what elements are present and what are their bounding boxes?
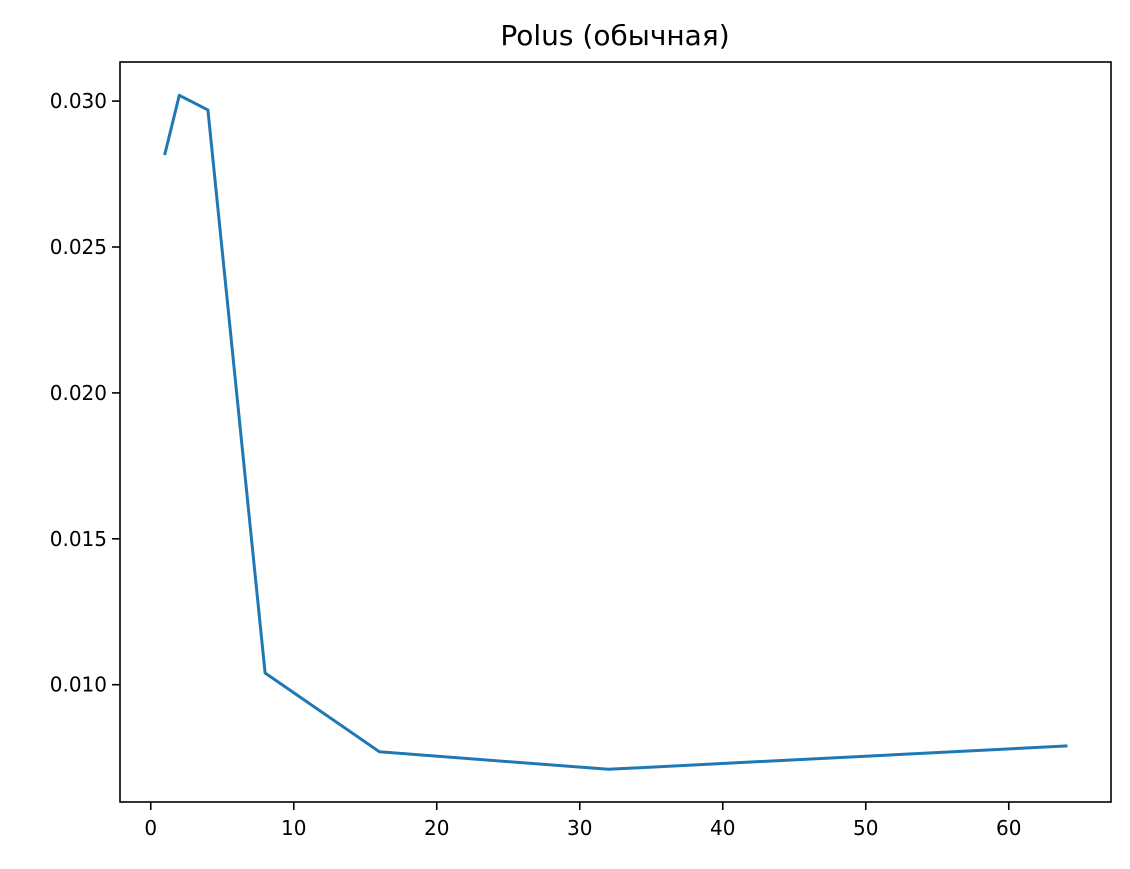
y-tick-label: 0.025 xyxy=(50,235,107,259)
y-tick-label: 0.020 xyxy=(50,381,107,405)
plot-frame xyxy=(119,61,1112,803)
data-point xyxy=(206,108,209,111)
y-tick-label: 0.010 xyxy=(50,673,107,697)
data-point xyxy=(164,152,167,155)
x-tick-label: 50 xyxy=(853,816,878,840)
data-point xyxy=(178,94,181,97)
y-tick-label: 0.030 xyxy=(50,89,107,113)
x-axis: 0 10 20 30 40 50 60 xyxy=(144,802,1021,840)
y-tick-label: 0.015 xyxy=(50,527,107,551)
series-layer xyxy=(163,93,1068,771)
y-axis: 0.010 0.015 0.020 0.025 0.030 xyxy=(50,89,120,697)
data-point xyxy=(264,672,267,675)
x-tick-label: 0 xyxy=(144,816,157,840)
x-tick-label: 40 xyxy=(710,816,735,840)
series-line xyxy=(163,93,1068,771)
data-point xyxy=(378,750,381,753)
data-point xyxy=(1064,744,1067,747)
chart-title: Polus (обычная) xyxy=(500,19,729,52)
x-tick-label: 30 xyxy=(567,816,592,840)
x-tick-label: 10 xyxy=(281,816,306,840)
data-point xyxy=(607,768,610,771)
x-tick-label: 60 xyxy=(996,816,1021,840)
x-tick-label: 20 xyxy=(424,816,449,840)
